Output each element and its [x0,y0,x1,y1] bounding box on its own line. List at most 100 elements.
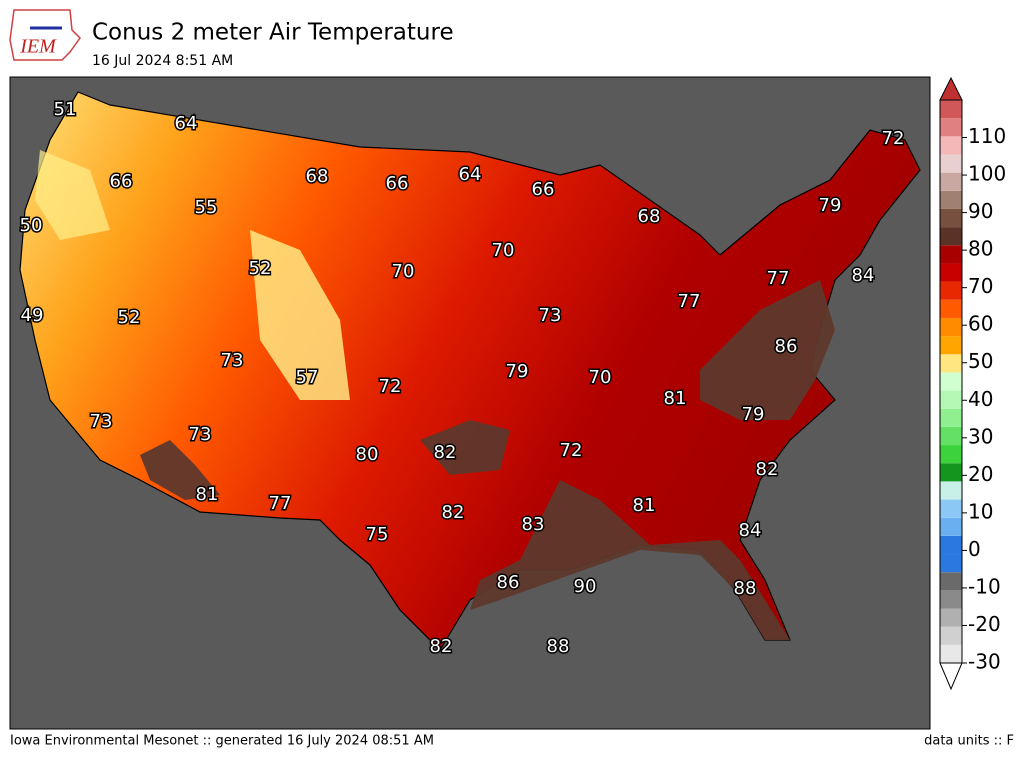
temperature-label: 70 [392,261,415,282]
colorbar-band [940,644,962,663]
colorbar-tick-label: 70 [968,274,993,298]
colorbar-band [940,208,962,228]
colorbar-tick-label: -20 [968,612,1001,636]
temperature-label: 77 [678,291,701,312]
temperature-label: 52 [249,258,272,279]
colorbar-band [940,336,962,355]
temperature-label: 66 [110,171,133,192]
temperature-label: 84 [852,265,875,286]
colorbar-band [940,227,962,246]
temperature-label: 88 [734,578,757,599]
colorbar-tick-label: 50 [968,349,993,373]
temperature-label: 49 [21,305,44,326]
colorbar-band [940,136,962,155]
temperature-label: 70 [492,240,515,261]
map [9,76,931,730]
temperature-label: 77 [767,268,790,289]
temperature-label: 72 [379,376,402,397]
colorbar-tick-label: 110 [968,124,1006,148]
temperature-label: 68 [306,166,329,187]
temperature-label: 79 [506,361,529,382]
temperature-label: 72 [882,128,905,149]
colorbar-band [940,317,962,337]
colorbar-tick-label: 100 [968,162,1006,186]
colorbar-tick-label: 80 [968,237,993,261]
temperature-label: 79 [819,195,842,216]
temperature-label: 86 [775,336,798,357]
colorbar-tick-label: 0 [968,537,981,561]
temperature-label: 81 [633,495,656,516]
temperature-label: 73 [539,305,562,326]
temperature-label: 51 [54,99,77,120]
temperature-label: 70 [589,367,612,388]
temperature-label: 66 [386,173,409,194]
colorbar-band [940,245,962,264]
temperature-label: 82 [430,636,453,657]
colorbar-band [940,100,962,119]
colorbar-band [940,463,962,482]
title: Conus 2 meter Air Temperature [92,20,454,46]
temperature-label: 73 [189,424,212,445]
temperature-label: 80 [356,444,379,465]
temperature-label: 73 [90,411,113,432]
logo-text: IEM [19,36,57,58]
temperature-label: 75 [366,524,389,545]
colorbar-frame [939,99,963,664]
temperature-label: 77 [269,493,292,514]
colorbar-tick-label: -10 [968,574,1001,598]
colorbar-band [940,408,962,427]
colorbar-tick-label: 90 [968,199,993,223]
temperature-label: 83 [522,514,545,535]
colorbar-tick-label: 10 [968,499,993,523]
colorbar-tick-label: 30 [968,424,993,448]
temperature-label: 82 [756,459,779,480]
temperature-label: 82 [434,442,457,463]
colorbar-band [940,390,962,409]
temperature-label: 55 [195,197,218,218]
colorbar-band [940,608,962,627]
temperature-label: 73 [221,350,244,371]
temperature-label: 52 [118,307,141,328]
temperature-label: 86 [497,572,520,593]
colorbar-band [940,190,962,209]
footer-left: Iowa Environmental Mesonet :: generated … [10,734,434,749]
colorbar-band [940,554,962,573]
temperature-label: 90 [574,576,597,597]
map-labels: 51 64 66 68 66 64 66 72 50 55 68 79 52 70 70 77 84 49 52 73… [18,98,906,659]
temperature-label: 81 [664,388,687,409]
colorbar-band [940,354,962,373]
temperature-label: 64 [459,164,482,185]
colorbar-band [940,426,962,446]
colorbar: -30 -20 -10 0 10 20 30 40 50 60 70 80 90 100 110 [939,76,1006,691]
temperature-label: 68 [638,206,661,227]
colorbar-band [940,299,962,318]
colorbar-band [940,372,962,391]
colorbar-tick-label: -30 [968,650,1001,674]
colorbar-band [940,118,962,137]
colorbar-tick-label: 20 [968,462,993,486]
colorbar-band [940,154,962,173]
colorbar-band [940,499,962,518]
colorbar-band [940,481,962,500]
subtitle: 16 Jul 2024 8:51 AM [92,53,233,69]
colorbar-arrow-bottom [939,662,963,691]
temperature-label: 79 [742,404,765,425]
us-shape [19,91,921,651]
logo: IEM [9,9,81,61]
colorbar-band [940,281,962,300]
colorbar-tick-label: 60 [968,312,993,336]
temperature-label: 66 [532,179,555,200]
temperature-label: 88 [547,636,570,657]
colorbar-band [940,535,962,555]
temperature-label: 84 [739,520,762,541]
temperature-label: 57 [296,367,319,388]
colorbar-band [940,263,962,282]
colorbar-band [940,572,962,591]
colorbar-band [940,517,962,536]
colorbar-band [940,172,962,191]
colorbar-tick-label: 40 [968,387,993,411]
colorbar-band [940,626,962,645]
temperature-label: 64 [175,113,198,134]
